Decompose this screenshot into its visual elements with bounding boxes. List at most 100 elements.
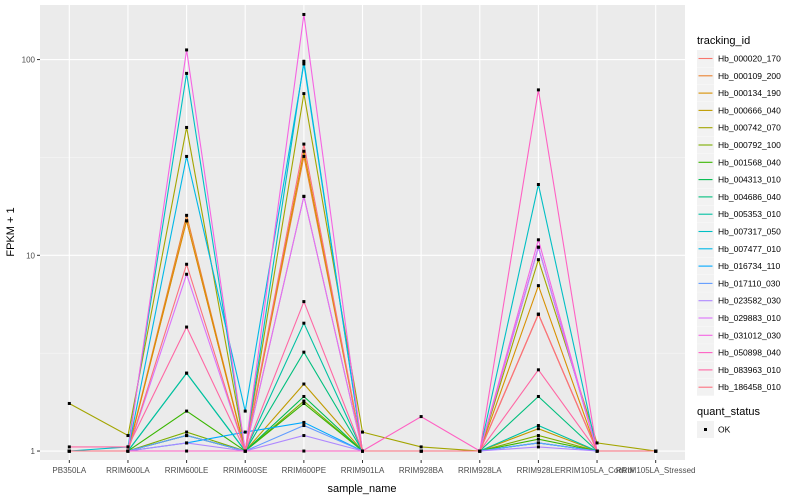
- x-tick-label: RRIM901LA: [341, 466, 385, 475]
- legend-label: Hb_016734_110: [718, 261, 781, 271]
- data-point: [185, 430, 189, 434]
- legend-label: Hb_000134_190: [718, 88, 781, 98]
- legend-label: Hb_000792_100: [718, 140, 781, 150]
- x-tick-label: RRIM105LA_Stressed: [616, 466, 696, 475]
- x-tick-label: RRIM600PE: [282, 466, 326, 475]
- data-point: [595, 441, 599, 445]
- x-tick-label: RRIM928BA: [399, 466, 444, 475]
- x-tick-label: PB350LA: [52, 466, 86, 475]
- data-point: [185, 71, 189, 75]
- data-point: [536, 368, 540, 372]
- data-point: [185, 325, 189, 329]
- data-point: [536, 312, 540, 316]
- data-point: [536, 445, 540, 449]
- data-point: [302, 154, 306, 158]
- data-point: [536, 437, 540, 441]
- legend-label: Hb_005353_010: [718, 209, 781, 219]
- data-point: [185, 48, 189, 52]
- data-point: [185, 125, 189, 129]
- legend-label: Hb_004313_010: [718, 175, 781, 185]
- legend-label: Hb_007477_010: [718, 244, 781, 254]
- legend: tracking_id Hb_000020_170 Hb_000109_200 Hb…: [697, 35, 781, 438]
- data-point: [126, 449, 130, 453]
- data-point: [536, 245, 540, 249]
- data-points: [67, 12, 658, 453]
- legend-label: Hb_000742_070: [718, 123, 781, 133]
- data-point: [185, 434, 189, 438]
- legend-label: Hb_050898_040: [718, 348, 781, 358]
- legend2-key-point: [704, 428, 707, 431]
- data-point: [302, 401, 306, 405]
- data-point: [536, 434, 540, 438]
- data-point: [302, 142, 306, 146]
- x-tick-label: RRIM928LE: [517, 466, 561, 475]
- y-tick-label: 100: [22, 56, 36, 65]
- data-point: [302, 382, 306, 386]
- legend-label: Hb_023582_030: [718, 296, 781, 306]
- data-point: [67, 401, 71, 405]
- y-axis: 1 10 100: [22, 56, 40, 456]
- data-point: [302, 424, 306, 428]
- data-point: [302, 62, 306, 66]
- legend-label: Hb_029883_010: [718, 313, 781, 323]
- legend-label: Hb_083963_010: [718, 365, 781, 375]
- data-point: [185, 219, 189, 223]
- data-point: [185, 371, 189, 375]
- data-point: [536, 394, 540, 398]
- data-point: [302, 420, 306, 424]
- x-tick-label: RRIM600SE: [223, 466, 267, 475]
- data-point: [302, 59, 306, 63]
- data-point: [302, 194, 306, 198]
- legend-label: Hb_004686_040: [718, 192, 781, 202]
- data-point: [185, 213, 189, 217]
- data-point: [243, 449, 247, 453]
- data-point: [185, 409, 189, 413]
- data-point: [419, 449, 423, 453]
- y-axis-title: FPKM + 1: [5, 207, 17, 256]
- legend2-title: quant_status: [697, 406, 760, 418]
- data-point: [302, 92, 306, 96]
- legend-label: Hb_007317_050: [718, 227, 781, 237]
- data-point: [302, 149, 306, 153]
- x-axis-title: sample_name: [327, 483, 396, 495]
- data-point: [243, 430, 247, 434]
- data-point: [243, 409, 247, 413]
- data-point: [185, 262, 189, 266]
- data-point: [419, 415, 423, 419]
- data-point: [536, 258, 540, 262]
- legend2-label: OK: [718, 425, 731, 435]
- x-tick-label: RRIM928LA: [458, 466, 502, 475]
- legend-label: Hb_001568_040: [718, 157, 781, 167]
- x-tick-label: RRIM600LE: [165, 466, 209, 475]
- data-point: [654, 449, 658, 453]
- data-point: [536, 284, 540, 288]
- data-point: [595, 449, 599, 453]
- data-point: [185, 272, 189, 276]
- data-point: [126, 434, 130, 438]
- data-point: [67, 449, 71, 453]
- data-point: [536, 427, 540, 431]
- data-point: [361, 430, 364, 434]
- x-tick-label: RRIM105LA_Control: [560, 466, 634, 475]
- legend-label: Hb_031012_030: [718, 330, 781, 340]
- data-point: [361, 449, 364, 453]
- data-point: [536, 441, 540, 445]
- data-point: [536, 424, 540, 428]
- legend-label: Hb_000020_170: [718, 54, 781, 64]
- data-point: [536, 238, 540, 242]
- data-point: [419, 445, 423, 449]
- data-point: [67, 445, 71, 449]
- data-point: [478, 449, 482, 453]
- data-point: [185, 449, 189, 453]
- data-point: [185, 441, 189, 445]
- data-point: [302, 394, 306, 398]
- data-point: [302, 350, 306, 354]
- grid-lines: [40, 5, 685, 460]
- data-point: [302, 399, 306, 403]
- legend-label: Hb_000109_200: [718, 71, 781, 81]
- data-point: [302, 300, 306, 304]
- legend-title: tracking_id: [697, 35, 750, 47]
- data-point: [536, 182, 540, 186]
- data-point: [302, 12, 306, 16]
